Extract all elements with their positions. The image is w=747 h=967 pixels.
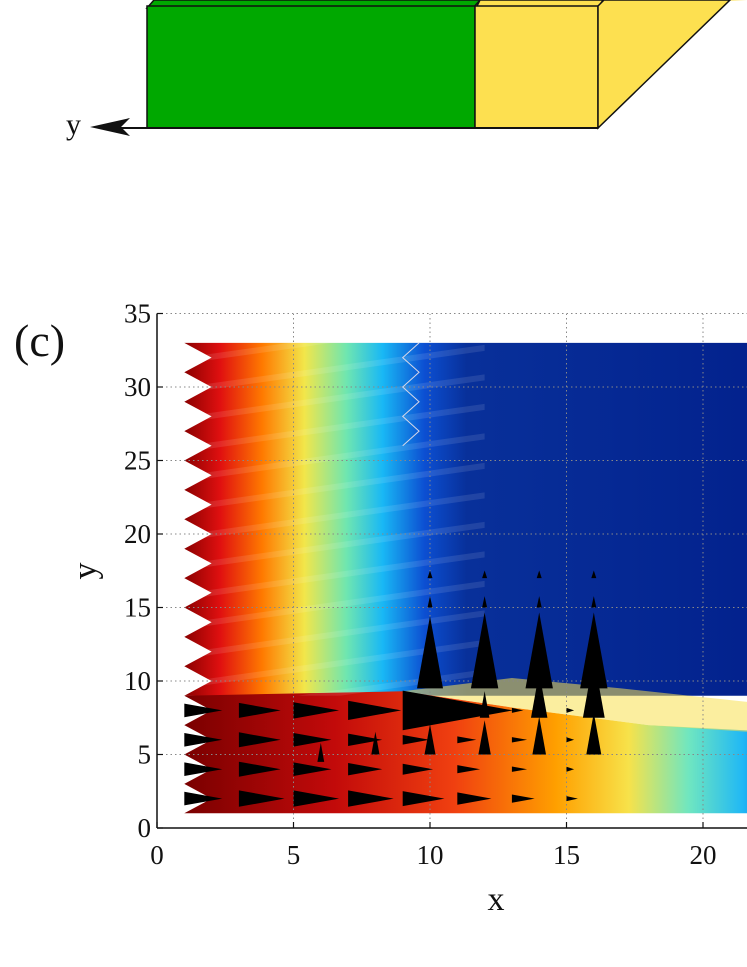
y-tick-label: 10 bbox=[124, 666, 151, 696]
quiver-arrow bbox=[582, 657, 605, 718]
y-tick-label: 20 bbox=[124, 519, 151, 549]
quiver-arrow bbox=[478, 720, 491, 755]
quiver-arrow bbox=[348, 733, 383, 746]
y-tick-label: 0 bbox=[138, 813, 152, 843]
quiver-arrow bbox=[482, 596, 488, 608]
quiver-arrow bbox=[532, 716, 546, 755]
quiver-arrow bbox=[511, 707, 524, 713]
quiver-arrow bbox=[566, 796, 578, 802]
yellow-block bbox=[474, 5, 599, 129]
y-axis-arrow-icon bbox=[90, 118, 130, 136]
x-tick-label: 5 bbox=[287, 840, 301, 870]
quiver-arrow bbox=[238, 761, 281, 777]
quiver-arrow bbox=[238, 732, 281, 748]
quiver-arrow bbox=[457, 765, 481, 774]
quiver-arrow bbox=[427, 570, 433, 579]
quiver-arrow bbox=[457, 707, 473, 714]
quiver-arrows bbox=[184, 570, 608, 807]
quiver-arrow bbox=[535, 617, 543, 637]
quiver-arrow bbox=[238, 702, 281, 718]
quiver-arrow bbox=[348, 763, 383, 776]
quiver-arrow bbox=[531, 672, 548, 718]
x-tick-label: 20 bbox=[690, 840, 717, 870]
quiver-arrow bbox=[371, 731, 380, 755]
quiver-arrow bbox=[586, 712, 602, 755]
tick-labels: 0 5 10 15 20 0 5 10 15 20 25 30 35 bbox=[124, 299, 717, 871]
quiver-arrow bbox=[348, 700, 402, 720]
quiver-arrow bbox=[590, 617, 598, 637]
y-tick-label: 15 bbox=[124, 593, 151, 623]
plot-area bbox=[157, 314, 747, 828]
quiver-arrow bbox=[511, 794, 535, 803]
quiver-arrow bbox=[348, 790, 394, 807]
quiver-arrow bbox=[417, 616, 443, 689]
quiver-arrow bbox=[482, 570, 488, 579]
quiver-arrow bbox=[402, 735, 430, 745]
quiver-arrow bbox=[566, 737, 575, 743]
x-tick-label: 10 bbox=[417, 840, 444, 870]
quiver-arrow bbox=[511, 737, 528, 743]
quiver-arrow bbox=[525, 612, 553, 689]
field-stripes bbox=[184, 342, 485, 696]
y-tick-label: 35 bbox=[124, 299, 151, 329]
quiver-arrow bbox=[591, 570, 597, 579]
quiver-arrow bbox=[566, 766, 575, 772]
quiver-arrow bbox=[511, 766, 528, 772]
y-axis-label: y bbox=[67, 563, 104, 580]
top-y-label: y bbox=[66, 108, 81, 141]
quiver-arrow bbox=[536, 570, 542, 579]
quiver-arrow bbox=[402, 791, 445, 807]
quiver-arrow bbox=[184, 762, 223, 776]
quiver-arrow bbox=[293, 702, 340, 719]
quiver-arrow bbox=[317, 742, 325, 762]
quiver-arrow bbox=[293, 733, 332, 747]
quiver-arrow bbox=[402, 763, 434, 775]
block-diagram: y bbox=[66, 0, 747, 141]
quiver-arrow bbox=[479, 691, 490, 718]
field-transition bbox=[402, 678, 747, 732]
green-block bbox=[146, 5, 476, 129]
x-tick-label: 0 bbox=[150, 840, 164, 870]
field-lower bbox=[184, 691, 747, 814]
quiver-arrow bbox=[427, 596, 433, 608]
quiver-arrow bbox=[470, 612, 499, 689]
thin-contour bbox=[401, 342, 420, 447]
yellow-block-face bbox=[597, 0, 732, 130]
quiver-arrow bbox=[536, 596, 542, 608]
y-tick-label: 30 bbox=[124, 372, 151, 402]
quiver-arrow bbox=[184, 703, 223, 718]
x-axis-label: x bbox=[488, 881, 505, 918]
quiver-arrow bbox=[591, 596, 597, 608]
quiver-arrow bbox=[457, 792, 492, 805]
quiver-arrow bbox=[184, 791, 223, 806]
quiver-arrow bbox=[184, 733, 223, 747]
panel-label: (c) bbox=[14, 315, 65, 366]
quiver-arrow bbox=[566, 707, 575, 713]
axes bbox=[156, 312, 747, 829]
x-tick-label: 15 bbox=[553, 840, 580, 870]
quiver-arrow bbox=[424, 724, 436, 755]
quiver-arrow bbox=[293, 762, 332, 776]
quiver-arrow bbox=[481, 617, 488, 637]
y-tick-label: 5 bbox=[138, 740, 152, 770]
quiver-arrow bbox=[238, 790, 285, 807]
quiver-arrow bbox=[426, 617, 434, 637]
y-tick-label: 25 bbox=[124, 446, 151, 476]
quiver-arrow bbox=[580, 612, 608, 689]
quiver-arrow bbox=[457, 736, 477, 744]
quiver-arrow bbox=[293, 790, 340, 807]
